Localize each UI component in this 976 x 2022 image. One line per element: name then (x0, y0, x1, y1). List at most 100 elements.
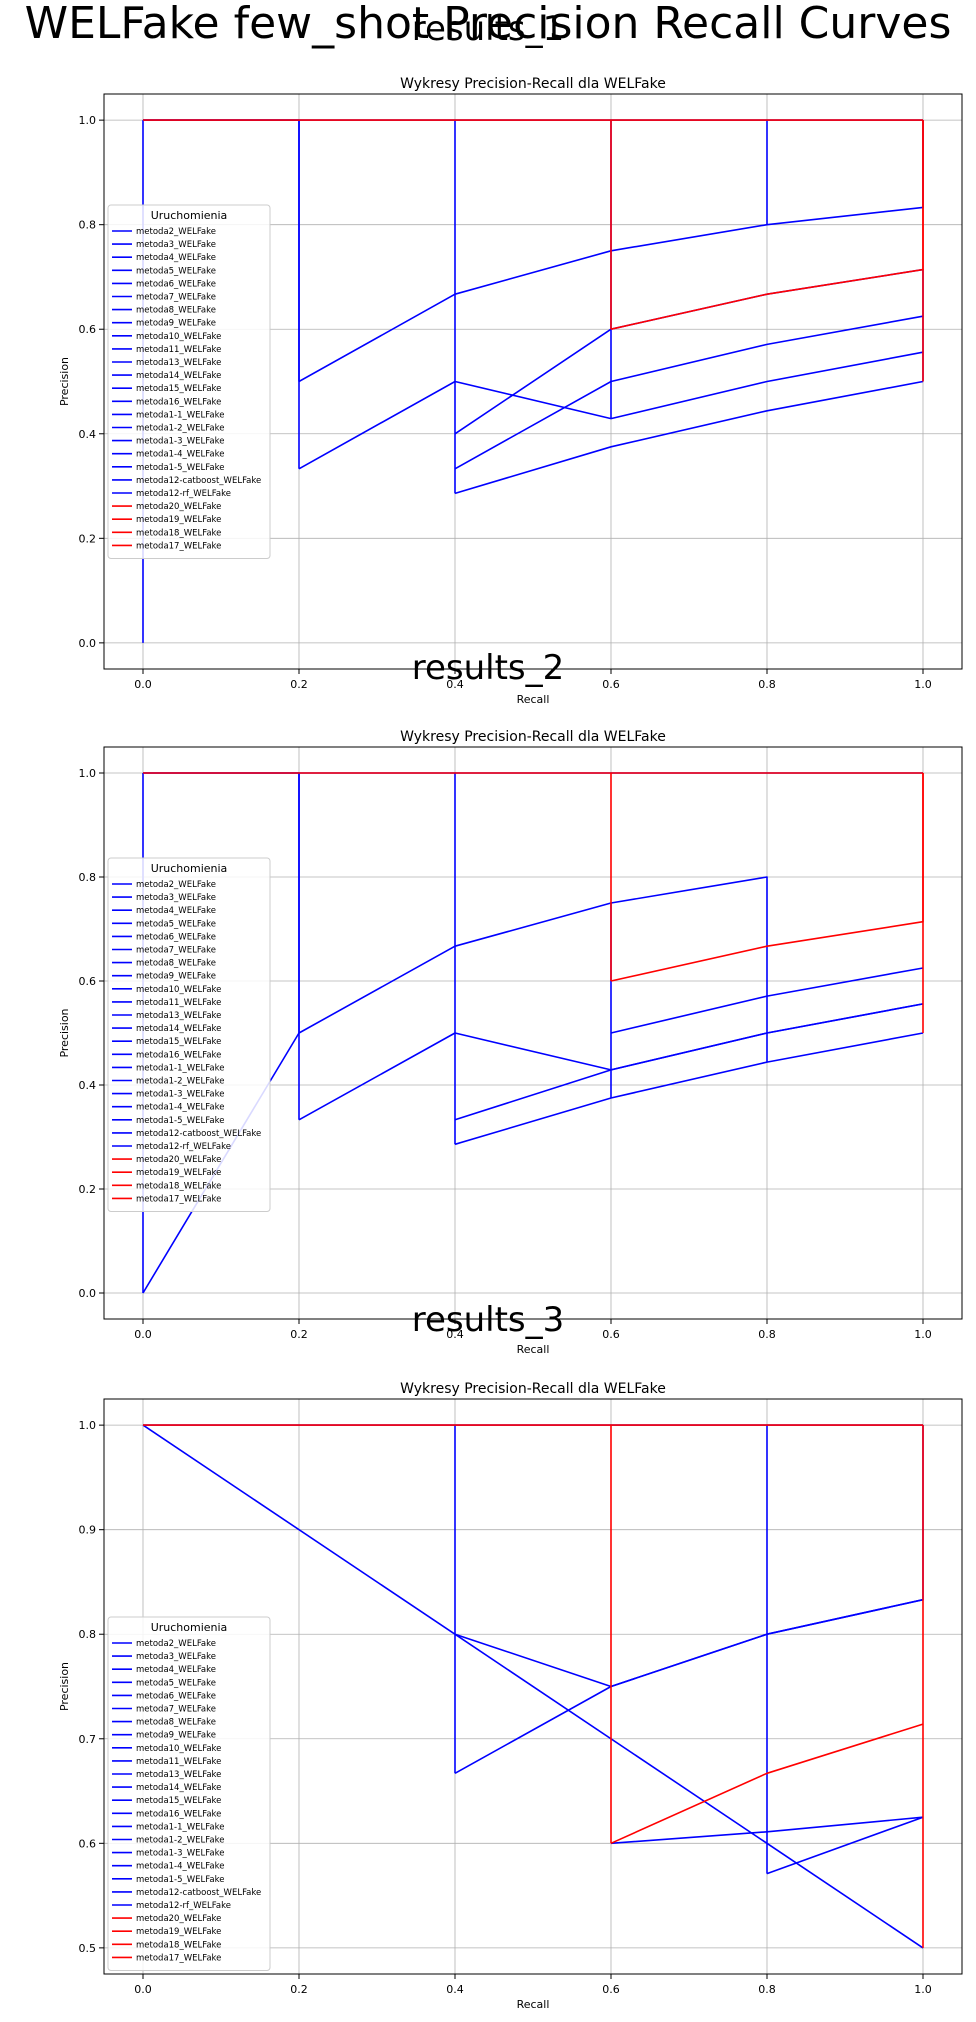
legend-title: Uruchomienia (151, 862, 228, 875)
x-tick-label: 0.0 (134, 678, 152, 691)
y-tick-label: 0.6 (79, 1837, 97, 1850)
y-tick-label: 0.8 (79, 871, 97, 884)
legend-entry: metoda11_WELFake (136, 998, 221, 1008)
y-tick-label: 1.0 (79, 767, 97, 780)
panel-title-3: results_3 (411, 1300, 565, 1340)
x-tick-label: 0.8 (758, 678, 776, 691)
y-tick-label: 0.9 (79, 1524, 97, 1537)
legend-entry: metoda19_WELFake (136, 515, 221, 525)
legend-entry: metoda18_WELFake (136, 1181, 221, 1191)
legend-entry: metoda6_WELFake (136, 932, 216, 942)
x-tick-label: 0.4 (446, 678, 464, 691)
x-tick-label: 0.8 (758, 1983, 776, 1996)
axes-frame (103, 1398, 963, 1975)
legend-entry: metoda10_WELFake (136, 1744, 221, 1754)
pr-curve-blue (454, 1598, 924, 1688)
y-tick-label: 0.0 (79, 1287, 97, 1300)
x-tick-label: 0.6 (602, 678, 620, 691)
legend-entry: metoda7_WELFake (136, 293, 216, 303)
legend-entry: metoda13_WELFake (136, 1011, 221, 1021)
legend-entry: metoda8_WELFake (136, 959, 216, 969)
y-axis-label: Precision (58, 357, 71, 406)
chart-panel-3: Wykresy Precision-Recall dla WELFake 0.0 0… (58, 1381, 963, 2011)
legend-entry: metoda1-1_WELFake (136, 1063, 224, 1073)
legend-entry: metoda8_WELFake (136, 306, 216, 316)
x-axis-label: Recall (517, 1343, 550, 1356)
chart-title: Wykresy Precision-Recall dla WELFake (400, 729, 666, 745)
legend-entry: metoda1-3_WELFake (136, 1090, 224, 1100)
legend-box (107, 204, 271, 559)
y-tick-label: 0.4 (79, 1079, 97, 1092)
legend-entry: metoda15_WELFake (136, 1796, 221, 1806)
legend-entry: metoda3_WELFake (136, 893, 216, 903)
legend-entry: metoda1-1_WELFake (136, 1822, 224, 1832)
legend-entry: metoda12-catboost_WELFake (136, 476, 261, 486)
legend-entry: metoda1-4_WELFake (136, 450, 224, 460)
x-tick-label: 0.2 (290, 1328, 308, 1341)
legend-entry: metoda15_WELFake (136, 1037, 221, 1047)
pr-curve-blue (766, 1816, 924, 1875)
pr-curve-blue (454, 1003, 924, 1121)
legend-entry: metoda16_WELFake (136, 1050, 221, 1060)
legend-entry: metoda3_WELFake (136, 240, 216, 250)
y-axis-label: Precision (58, 1008, 71, 1057)
legend-entry: metoda13_WELFake (136, 358, 221, 368)
legend-entry: metoda17_WELFake (136, 1953, 221, 1963)
legend-entry: metoda14_WELFake (136, 1783, 221, 1793)
y-axis-label: Precision (58, 1662, 71, 1711)
legend: Uruchomienia metoda2_WELFake metoda3_WELFa… (107, 1616, 271, 1971)
legend-entry: metoda7_WELFake (136, 1705, 216, 1715)
legend-entry: metoda4_WELFake (136, 1665, 216, 1675)
x-tick-label: 1.0 (914, 1983, 932, 1996)
legend-entry: metoda9_WELFake (136, 972, 216, 982)
legend-entry: metoda10_WELFake (136, 985, 221, 995)
legend-entry: metoda5_WELFake (136, 919, 216, 929)
legend-entry: metoda11_WELFake (136, 345, 221, 355)
pr-curve-red (610, 1723, 924, 1845)
y-tick-label: 0.6 (79, 323, 97, 336)
x-tick-label: 0.2 (290, 1983, 308, 1996)
y-tick-label: 0.6 (79, 975, 97, 988)
legend-entry: metoda12-rf_WELFake (136, 489, 231, 499)
series-lines (142, 119, 924, 643)
legend-entry: metoda1-5_WELFake (136, 463, 224, 473)
legend-entry: metoda19_WELFake (136, 1168, 221, 1178)
legend-entry: metoda8_WELFake (136, 1718, 216, 1728)
x-tick-label: 1.0 (914, 678, 932, 691)
y-tick-label: 0.0 (79, 637, 97, 650)
legend-entry: metoda18_WELFake (136, 528, 221, 538)
pr-curve-blue (142, 1424, 924, 1949)
legend-entry: metoda20_WELFake (136, 502, 221, 512)
pr-curve-blue (454, 315, 924, 470)
legend-entry: metoda2_WELFake (136, 1639, 216, 1649)
legend-entry: metoda1-1_WELFake (136, 410, 224, 420)
chart-title: Wykresy Precision-Recall dla WELFake (400, 1381, 666, 1397)
y-tick-label: 1.0 (79, 1419, 97, 1432)
legend-entry: metoda9_WELFake (136, 1731, 216, 1741)
legend-entry: metoda6_WELFake (136, 1691, 216, 1701)
legend-entry: metoda1-5_WELFake (136, 1116, 224, 1126)
legend-entry: metoda15_WELFake (136, 384, 221, 394)
legend-box (107, 857, 271, 1212)
legend-entry: metoda12-rf_WELFake (136, 1901, 231, 1911)
y-tick-label: 0.4 (79, 428, 97, 441)
legend-entry: metoda5_WELFake (136, 1678, 216, 1688)
chart-panel-2: Wykresy Precision-Recall dla WELFake 0.0 0… (58, 729, 963, 1356)
legend-entry: metoda5_WELFake (136, 266, 216, 276)
legend-entry: metoda20_WELFake (136, 1914, 221, 1924)
legend-entry: metoda14_WELFake (136, 1024, 221, 1034)
legend-entry: metoda2_WELFake (136, 880, 216, 890)
legend-title: Uruchomienia (151, 1621, 228, 1634)
legend-entry: metoda10_WELFake (136, 332, 221, 342)
x-tick-label: 0.8 (758, 1328, 776, 1341)
legend-entry: metoda1-4_WELFake (136, 1862, 224, 1872)
legend-entry: metoda1-2_WELFake (136, 424, 224, 434)
y-tick-label: 1.0 (79, 114, 97, 127)
legend-entry: metoda17_WELFake (136, 541, 221, 551)
legend-entry: metoda1-2_WELFake (136, 1836, 224, 1846)
legend-entry: metoda1-3_WELFake (136, 1849, 224, 1859)
legend-entry: metoda11_WELFake (136, 1757, 221, 1767)
legend-title: Uruchomienia (151, 209, 228, 222)
legend-entry: metoda12-rf_WELFake (136, 1142, 231, 1152)
legend-entry: metoda12-catboost_WELFake (136, 1888, 261, 1898)
